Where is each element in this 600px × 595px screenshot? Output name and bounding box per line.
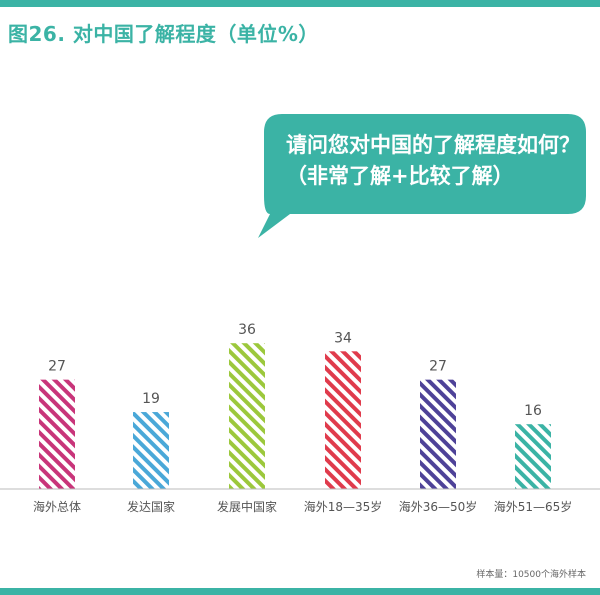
category-label-0: 海外总体 [33,499,81,514]
chart-title: 图26. 对中国了解程度（单位%） [8,22,319,46]
bar-1 [133,412,169,489]
category-label-2: 发展中国家 [217,499,277,514]
category-label-3: 海外18—35岁 [304,499,383,514]
category-label-5: 海外51—65岁 [494,499,573,514]
category-label-4: 海外36—50岁 [399,499,478,514]
data-label-1: 19 [142,391,160,407]
bar-4 [420,379,456,489]
sample-size-note: 样本量：10500个海外样本 [476,570,586,580]
data-label-2: 36 [238,322,256,338]
bottom-accent-rule [0,588,600,595]
data-label-3: 34 [334,330,352,346]
data-label-4: 27 [429,359,447,375]
bar-0 [39,379,75,489]
bar-5 [515,424,551,489]
bar-3 [325,351,361,489]
callout-bubble [258,114,586,238]
top-accent-rule [0,0,600,7]
data-label-0: 27 [48,359,66,375]
bar-2 [229,343,265,489]
data-label-5: 16 [524,403,542,419]
callout-text: 请问您对中国的了解程度如何？（非常了解+比较了解） [286,133,580,188]
category-label-1: 发达国家 [127,499,175,514]
